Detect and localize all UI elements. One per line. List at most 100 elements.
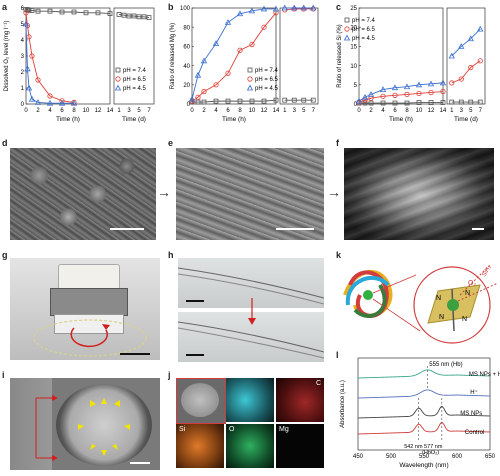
x-tick-label: 550 <box>419 454 430 460</box>
data-point <box>468 64 474 71</box>
y-tick-label: 6 <box>21 6 25 12</box>
legend-label: pH = 6.5 <box>123 77 147 83</box>
data-point <box>35 77 41 83</box>
eds-map-si: Si <box>176 424 224 468</box>
series-line <box>358 82 444 102</box>
x-tick-label: 10 <box>83 108 90 114</box>
data-point <box>247 76 253 82</box>
x-tick-label: 6 <box>226 108 230 114</box>
data-point <box>344 17 350 23</box>
data-point <box>416 90 422 97</box>
x-tick-label: 14 <box>273 108 280 114</box>
data-point <box>310 4 317 11</box>
spectrum-line <box>357 406 491 419</box>
data-point <box>146 15 152 20</box>
x-tick-label: 3 <box>293 108 297 114</box>
annotation: 542 nm 577 nm <box>404 444 443 450</box>
scale-bar <box>472 228 484 230</box>
x-tick-label: 0 <box>190 108 194 114</box>
data-point <box>195 99 201 105</box>
data-point <box>136 14 142 20</box>
atom-n-label: N <box>439 314 444 321</box>
data-point <box>23 10 29 16</box>
eds-map-fe <box>226 378 274 422</box>
eds-map-mg: Mg <box>276 424 324 468</box>
x-tick-label: 8 <box>238 108 242 114</box>
legend-label: pH = 7.4 <box>255 68 279 74</box>
panel-label-g: g <box>2 250 8 260</box>
data-point <box>260 5 268 12</box>
chart-l: 450 500 550 600 650 Wavelength (nm) Absorbance… <box>340 357 500 469</box>
spectrum-line <box>357 422 491 435</box>
eds-map-o: O <box>226 424 274 468</box>
scale-bar <box>276 228 314 230</box>
data-point <box>47 8 53 14</box>
data-point <box>368 100 374 106</box>
data-point <box>281 4 288 11</box>
y-tick-label: 0 <box>187 102 191 108</box>
panel-label-l: l <box>336 350 339 360</box>
legend-label: pH = 6.5 <box>352 27 376 33</box>
data-point <box>249 41 255 48</box>
x-tick-label: 650 <box>485 454 496 460</box>
data-point <box>449 80 455 86</box>
data-point <box>141 14 147 20</box>
y-tick-label: 4 <box>21 38 25 44</box>
data-point <box>126 13 132 19</box>
x-tick-label: 10 <box>249 108 256 114</box>
tube-image-top <box>178 258 324 308</box>
data-point <box>415 81 423 88</box>
axis-frame <box>358 7 444 105</box>
spectrum-line <box>357 389 491 399</box>
scale-bar <box>110 228 144 230</box>
x-axis-label: Time (d) <box>454 116 478 123</box>
data-point <box>201 88 207 95</box>
data-point <box>200 57 208 64</box>
x-tick-label: 6 <box>393 108 397 114</box>
legend-label: pH = 4.5 <box>123 86 147 92</box>
series-line <box>191 12 277 102</box>
data-point <box>367 91 375 97</box>
x-tick-label: 12 <box>428 108 435 114</box>
panel-label-d: d <box>2 138 8 148</box>
data-point <box>477 25 484 32</box>
device-photo <box>10 258 160 360</box>
x-tick-label: 4 <box>48 108 52 114</box>
panel-label-e: e <box>168 138 174 148</box>
panel-label-h: h <box>168 250 174 260</box>
y-tick-label: 0 <box>354 102 358 108</box>
series-label: Control <box>465 430 484 436</box>
panel-label-k: k <box>336 250 342 260</box>
data-point <box>477 99 483 105</box>
data-point <box>46 99 54 106</box>
data-point <box>310 97 316 103</box>
legend-label: pH = 4.5 <box>352 36 376 42</box>
data-point <box>224 19 232 25</box>
data-point <box>35 8 41 14</box>
data-point <box>458 76 464 82</box>
data-point <box>272 5 280 12</box>
x-tick-label: 12 <box>261 108 268 114</box>
data-point <box>47 93 53 99</box>
x-axis-label: Time (h) <box>222 116 246 123</box>
data-point <box>201 99 207 105</box>
axis-frame <box>113 7 155 105</box>
tube-crosssection-image <box>10 378 160 470</box>
y-tick-label: 2 <box>21 70 25 76</box>
data-point <box>477 58 483 64</box>
arrow-down-icon <box>248 298 256 325</box>
chart-b: 0 20 40 60 80 100 Ratio of released Mg (%) 0 2 4 6… <box>170 4 319 123</box>
legend-label: pH = 7.4 <box>352 18 376 24</box>
y-tick-label: 20 <box>350 25 357 31</box>
data-point <box>261 98 267 104</box>
data-point <box>468 99 474 105</box>
panel-label-c: c <box>336 2 342 12</box>
data-point <box>71 9 77 15</box>
x-axis-label: Time (h) <box>56 116 80 123</box>
axis-frame <box>279 7 319 105</box>
x-tick-label: 3 <box>127 108 131 114</box>
data-point <box>248 7 256 14</box>
data-point <box>404 100 410 106</box>
axis-frame <box>191 7 277 105</box>
x-tick-label: 1 <box>283 108 287 114</box>
